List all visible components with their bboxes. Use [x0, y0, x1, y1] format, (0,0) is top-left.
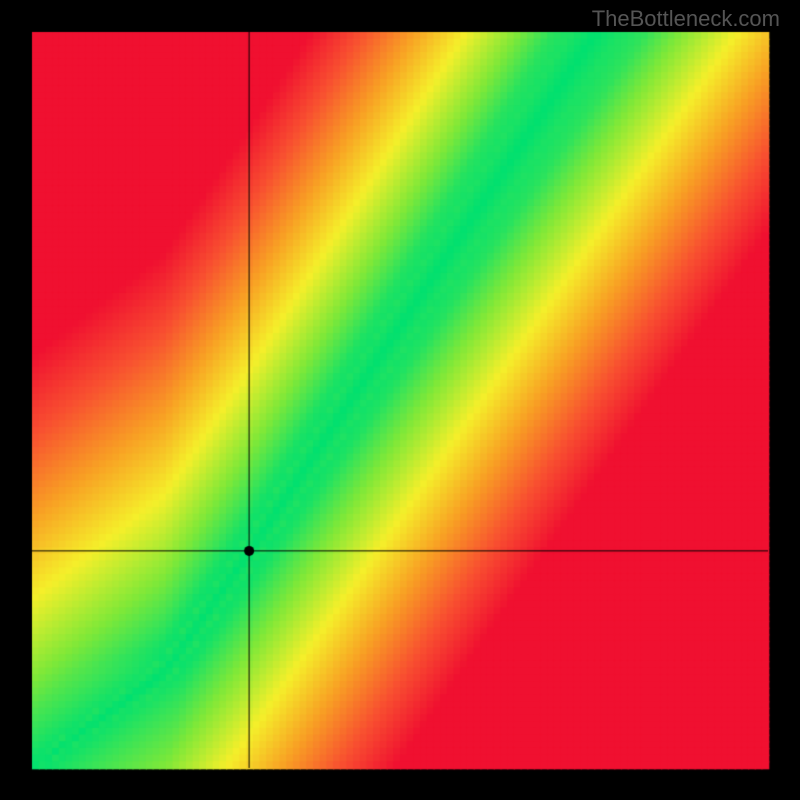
chart-container: TheBottleneck.com [0, 0, 800, 800]
bottleneck-heatmap [0, 0, 800, 800]
watermark-text: TheBottleneck.com [592, 6, 780, 32]
